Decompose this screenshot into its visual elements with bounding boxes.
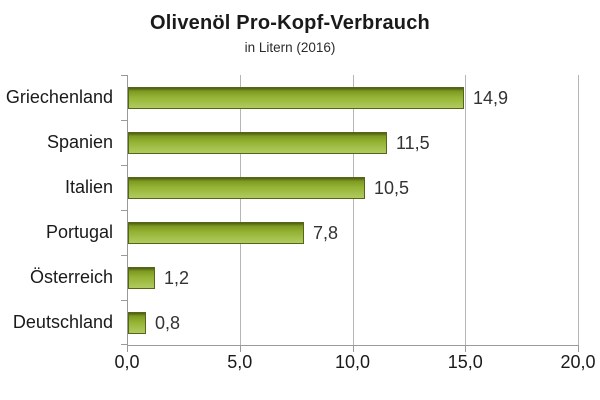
value-label-griechenland: 14,9 [473, 87, 509, 108]
value-axis-tick [352, 346, 354, 352]
value-axis-tick [239, 346, 241, 352]
value-label-osterreich: 1,2 [164, 267, 190, 288]
bar-italien [128, 176, 365, 199]
category-axis-tick [121, 255, 127, 256]
gridline-15 [465, 75, 467, 345]
value-axis-tick [127, 346, 128, 352]
value-axis-tick [578, 346, 579, 352]
category-label-italien: Italien [64, 177, 113, 197]
category-axis-tick [121, 120, 127, 121]
category-axis-labels: Griechenland Spanien Italien Portugal Österr… [0, 75, 113, 345]
category-axis-tick [121, 300, 127, 301]
plot-area: 14,9 11,5 10,5 7,8 1,2 0,8 [121, 75, 579, 352]
gridline-5 [239, 75, 241, 345]
value-axis-tick [465, 346, 467, 352]
category-axis-tick [121, 210, 127, 211]
x-tick-label-0: 0,0 [114, 352, 140, 372]
x-tick-label-10: 10,0 [334, 352, 371, 372]
category-axis-tick [121, 344, 127, 345]
category-label-portugal: Portugal [45, 222, 113, 242]
bar-spanien [128, 131, 387, 154]
value-label-deutschland: 0,8 [155, 312, 181, 333]
category-label-deutschland: Deutschland [12, 312, 113, 332]
value-label-spanien: 11,5 [396, 132, 430, 153]
chart-title: Olivenöl Pro-Kopf-Verbrauch [150, 12, 430, 34]
category-label-griechenland: Griechenland [5, 87, 113, 107]
value-axis-labels: 0,0 5,0 10,0 15,0 20,0 [0, 352, 600, 376]
category-axis-tick [121, 75, 127, 76]
bar-osterreich [128, 266, 155, 289]
value-label-portugal: 7,8 [313, 222, 339, 243]
bar-griechenland [128, 86, 464, 109]
x-tick-label-15: 15,0 [447, 352, 483, 372]
x-tick-label-5: 5,0 [227, 352, 253, 372]
chart-subtitle: in Litern (2016) [244, 40, 336, 55]
bar-portugal [128, 221, 304, 244]
category-label-osterreich: Österreich [29, 267, 113, 287]
category-label-spanien: Spanien [46, 132, 113, 152]
value-label-italien: 10,5 [374, 177, 410, 198]
x-tick-label-20: 20,0 [560, 352, 596, 372]
gridline-10 [352, 75, 354, 345]
gridline-20 [578, 75, 579, 345]
category-axis-tick [121, 165, 127, 166]
bar-deutschland [128, 311, 146, 334]
chart-header: Olivenöl Pro-Kopf-Verbrauch in Litern (2… [0, 12, 580, 55]
